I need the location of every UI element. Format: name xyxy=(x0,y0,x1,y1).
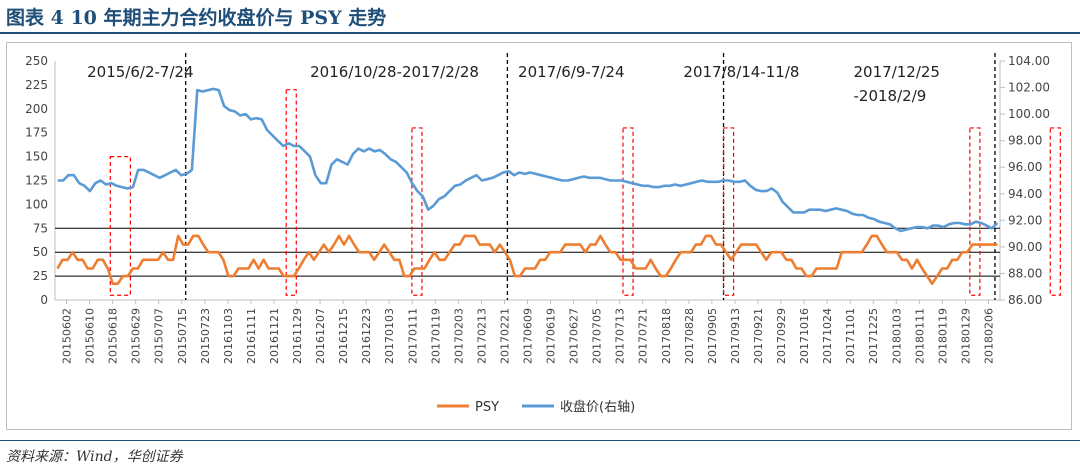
right-axis-tick-label: 96.00 xyxy=(1008,160,1042,174)
highlight-box xyxy=(1049,127,1061,296)
left-axis-tick-label: 175 xyxy=(25,126,48,140)
left-axis-tick-label: 225 xyxy=(25,78,48,92)
x-axis-tick-label: 20170119 xyxy=(429,308,442,364)
price-line xyxy=(57,87,999,233)
source-rule xyxy=(0,440,1080,441)
left-axis-tick-label: 100 xyxy=(25,197,48,211)
right-axis-tick-label: 86.00 xyxy=(1008,293,1042,307)
x-axis-tick-label: 20171225 xyxy=(867,308,880,364)
x-axis-tick-label: 20170103 xyxy=(383,308,396,364)
x-axis-tick-label: 20170921 xyxy=(752,308,765,364)
x-axis-tick-label: 20170213 xyxy=(475,308,488,364)
right-axis-tick-label: 92.00 xyxy=(1008,213,1042,227)
period-label: 2017/6/9-7/24 xyxy=(518,63,624,81)
psy-line xyxy=(56,234,998,285)
left-axis-tick-label: 125 xyxy=(25,174,48,188)
x-axis-tick-label: 20171024 xyxy=(821,308,834,364)
x-axis-tick-label: 20170828 xyxy=(683,308,696,364)
x-axis-tick-label: 20170905 xyxy=(706,308,719,364)
x-axis-tick-label: 20161129 xyxy=(291,308,304,364)
x-axis-tick-label: 20150618 xyxy=(107,308,120,364)
x-axis-tick-label: 20180206 xyxy=(982,308,995,364)
x-axis-tick-label: 20170713 xyxy=(614,308,627,364)
right-axis-tick-label: 98.00 xyxy=(1008,134,1042,148)
x-axis-tick-label: 20161103 xyxy=(222,308,235,364)
x-axis-tick-label: 20161121 xyxy=(268,308,281,364)
highlight-box xyxy=(622,127,634,296)
x-axis-tick-label: 20170619 xyxy=(545,308,558,364)
x-axis-tick-label: 20170913 xyxy=(729,308,742,364)
period-label: 2016/10/28-2017/2/28 xyxy=(310,63,479,81)
right-axis-tick-label: 90.00 xyxy=(1008,240,1042,254)
psy-price-chart: 0 25 50 75 100 125 150 175 200 225 250 86.00 88.00 90… xyxy=(25,53,1061,415)
x-axis-tick-label: 20170818 xyxy=(660,308,673,364)
right-axis-tick-label: 102.00 xyxy=(1008,81,1050,95)
left-axis-tick-label: 50 xyxy=(33,245,48,259)
x-axis-tick-label: 20180129 xyxy=(959,308,972,364)
x-axis-tick-label: 20170111 xyxy=(406,308,419,364)
left-axis-tick-label: 0 xyxy=(40,293,48,307)
highlight-box xyxy=(285,89,297,296)
x-axis-tick-label: 20150715 xyxy=(176,308,189,364)
right-axis-tick-label: 88.00 xyxy=(1008,266,1042,280)
legend-price-label: 收盘价(右轴) xyxy=(560,399,635,415)
highlight-box xyxy=(969,127,981,296)
x-axis-tick-label: 20161111 xyxy=(245,308,258,364)
x-axis-tick-label: 20170221 xyxy=(498,308,511,364)
x-axis-tick-label: 20171016 xyxy=(798,308,811,364)
x-axis-tick-label: 20171101 xyxy=(844,308,857,364)
x-axis-tick-label: 20170609 xyxy=(522,308,535,364)
x-axis-tick-label: 20150610 xyxy=(84,308,97,364)
x-axis-tick-label: 20180111 xyxy=(913,308,926,364)
x-axis-tick-label: 20161215 xyxy=(337,308,350,364)
right-axis-tick-label: 100.00 xyxy=(1008,107,1050,121)
period-label: 2017/12/25 xyxy=(854,63,940,81)
right-axis-tick-label: 104.00 xyxy=(1008,54,1050,68)
x-axis-tick-label: 20150629 xyxy=(130,308,143,364)
x-axis-tick-label: 20170627 xyxy=(568,308,581,364)
highlight-box xyxy=(411,127,423,296)
x-axis-tick-label: 20180103 xyxy=(890,308,903,364)
period-label: 2015/6/2-7/24 xyxy=(87,63,193,81)
x-axis-tick-label: 20150602 xyxy=(61,308,74,364)
highlight-box xyxy=(722,127,735,296)
x-axis-tick-label: 20170705 xyxy=(591,308,604,364)
right-axis-tick-label: 94.00 xyxy=(1008,187,1042,201)
x-axis-tick-label: 20150723 xyxy=(199,308,212,364)
left-axis-tick-label: 200 xyxy=(25,102,48,116)
x-axis-tick-label: 20170721 xyxy=(637,308,650,364)
figure-title: 图表 4 10 年期主力合约收盘价与 PSY 走势 xyxy=(6,7,387,29)
x-axis-tick-label: 20150707 xyxy=(153,308,166,364)
period-label-second-line: -2018/2/9 xyxy=(854,87,927,105)
x-axis-tick-label: 20161223 xyxy=(360,308,373,364)
title-rule xyxy=(0,32,1080,34)
legend-psy-label: PSY xyxy=(475,400,499,415)
chart-frame: 0 25 50 75 100 125 150 175 200 225 250 86.00 88.00 90… xyxy=(6,42,1072,430)
x-axis-tick-label: 20170929 xyxy=(775,308,788,364)
left-axis-tick-label: 250 xyxy=(25,54,48,68)
x-axis-tick-label: 20170203 xyxy=(452,308,465,364)
left-axis-tick-label: 25 xyxy=(33,269,48,283)
highlight-box xyxy=(109,155,131,296)
x-axis-tick-label: 20161207 xyxy=(314,308,327,364)
left-axis-tick-label: 75 xyxy=(33,221,48,235)
left-axis-tick-label: 150 xyxy=(25,150,48,164)
period-label: 2017/8/14-11/8 xyxy=(683,63,799,81)
x-axis-tick-label: 20180119 xyxy=(936,308,949,364)
figure-source: 资料来源：Wind，华创证券 xyxy=(6,449,183,465)
